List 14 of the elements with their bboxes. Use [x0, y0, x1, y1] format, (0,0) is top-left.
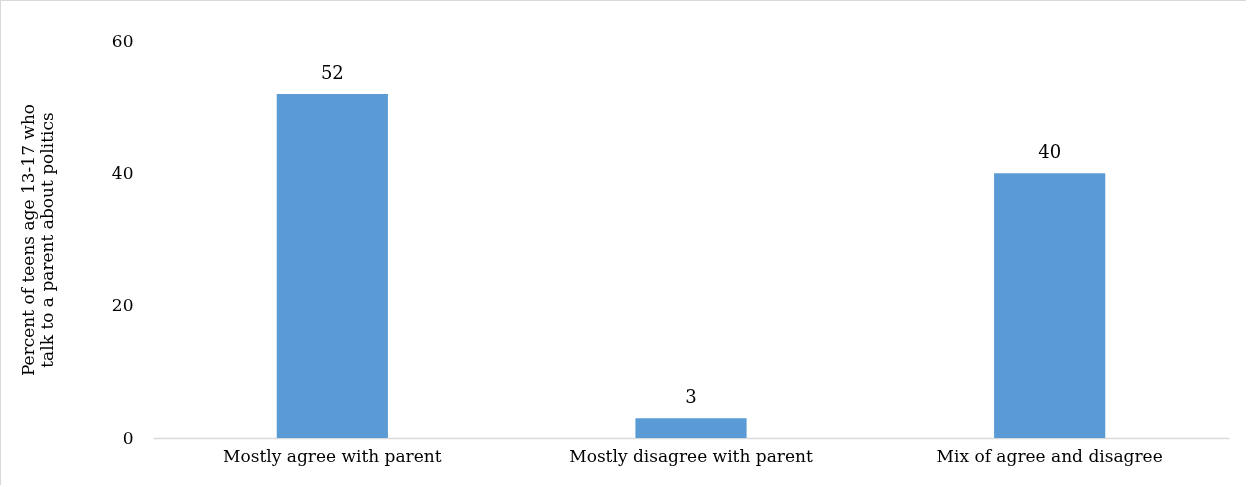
y-tick-label: 0: [122, 427, 134, 448]
data-label: 40: [1038, 141, 1062, 163]
x-tick-label: Mostly disagree with parent: [569, 445, 813, 466]
bar: [276, 93, 388, 438]
y-tick-label: 40: [111, 162, 134, 183]
x-tick-label: Mix of agree and disagree: [936, 445, 1163, 466]
data-label: 52: [320, 61, 344, 83]
data-label: 3: [685, 386, 697, 408]
bar: [994, 173, 1106, 438]
x-tick-label: Mostly agree with parent: [223, 445, 442, 466]
y-tick-label: 60: [111, 30, 134, 51]
bar: [635, 418, 747, 438]
y-tick-label: 20: [111, 295, 134, 316]
y-axis-title: Percent of teens age 13-17 who talk to a parent about politics: [17, 103, 57, 377]
